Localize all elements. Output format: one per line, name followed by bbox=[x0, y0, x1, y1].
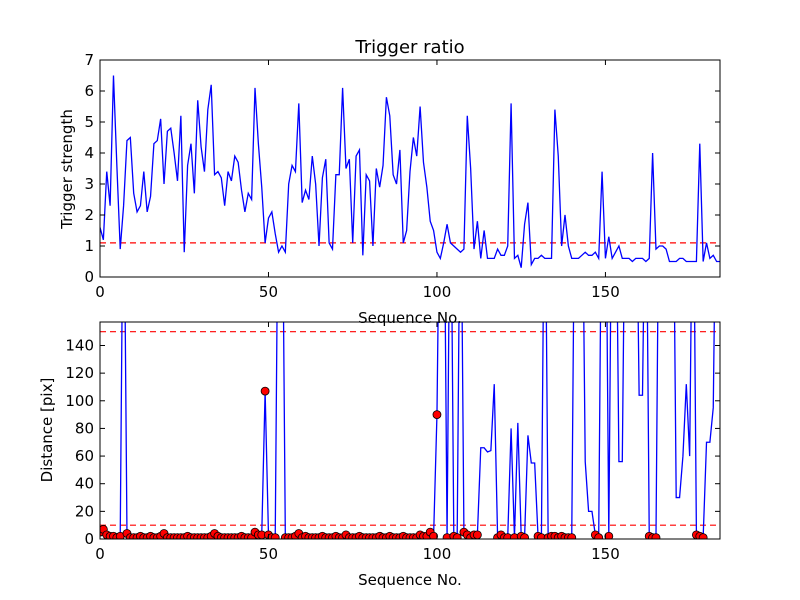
trigger-y-tick-label-5: 5 bbox=[84, 113, 94, 131]
distance-marker-point bbox=[432, 410, 442, 420]
distance-x-tick-label-2: 100 bbox=[423, 545, 452, 563]
distance-plot: 0 50 100 150 0 20 40 60 80 100 120 140 Sequence No.… bbox=[38, 321, 721, 589]
trigger-y-tick-label-1: 1 bbox=[84, 237, 94, 255]
distance-marker-point bbox=[260, 386, 270, 396]
distance-marker-point bbox=[520, 533, 529, 539]
distance-marker-point bbox=[270, 533, 280, 539]
distance-marker-point bbox=[567, 533, 577, 539]
trigger-y-tick-label-6: 6 bbox=[84, 82, 94, 100]
y-axis-label: Trigger strength bbox=[58, 109, 76, 230]
distance-y-tick-label-0: 0 bbox=[84, 530, 94, 548]
trigger-series-line bbox=[100, 75, 720, 268]
trigger-y-tick-label-0: 0 bbox=[84, 268, 94, 286]
distance-x-tick-label-3: 150 bbox=[591, 545, 620, 563]
distance-y-tick-label-4: 80 bbox=[75, 419, 94, 437]
distance-marker-point bbox=[651, 533, 661, 539]
trigger-x-tick-label-1: 50 bbox=[259, 283, 278, 301]
trigger-y-tick-label-4: 4 bbox=[84, 144, 94, 162]
distance-y-tick-label-6: 120 bbox=[65, 364, 94, 382]
distance-y-tick-label-2: 40 bbox=[75, 475, 94, 493]
trigger-plot-area bbox=[99, 59, 721, 278]
trigger-x-tick-label-3: 150 bbox=[591, 283, 620, 301]
x-axis-label-bottom: Sequence No. bbox=[358, 571, 462, 589]
distance-marker-point bbox=[452, 533, 462, 539]
distance-x-tick-label-0: 0 bbox=[95, 545, 105, 563]
distance-marker-point bbox=[604, 531, 614, 539]
distance-marker-point bbox=[594, 533, 604, 539]
trigger-y-tick-label-7: 7 bbox=[84, 51, 94, 69]
trigger-y-tick-label-3: 3 bbox=[84, 175, 94, 193]
y-axis-label-bottom: Distance [pix] bbox=[38, 378, 56, 483]
distance-axis-ticks: 0 50 100 150 0 20 40 60 80 100 120 140 bbox=[65, 322, 720, 563]
distance-x-tick-label-1: 50 bbox=[259, 545, 278, 563]
distance-marker-point bbox=[698, 533, 708, 539]
x-axis-label: Sequence No. bbox=[358, 309, 462, 327]
distance-y-tick-label-7: 140 bbox=[65, 336, 94, 354]
distance-axes-frame bbox=[99, 321, 721, 540]
distance-y-tick-label-3: 60 bbox=[75, 447, 94, 465]
distance-marker-point bbox=[472, 530, 482, 539]
trigger-y-tick-label-2: 2 bbox=[84, 206, 94, 224]
distance-y-tick-label-5: 100 bbox=[65, 392, 94, 410]
trigger-x-tick-label-0: 0 bbox=[95, 283, 105, 301]
chart-title: Trigger ratio bbox=[354, 37, 464, 58]
trigger-axes-frame bbox=[99, 59, 721, 278]
trigger-axis-ticks: 0 50 100 150 0 1 2 3 4 5 6 7 bbox=[84, 51, 720, 301]
trigger-x-tick-label-2: 100 bbox=[423, 283, 452, 301]
distance-y-tick-label-1: 20 bbox=[75, 502, 94, 520]
distance-marker-point bbox=[429, 531, 438, 539]
